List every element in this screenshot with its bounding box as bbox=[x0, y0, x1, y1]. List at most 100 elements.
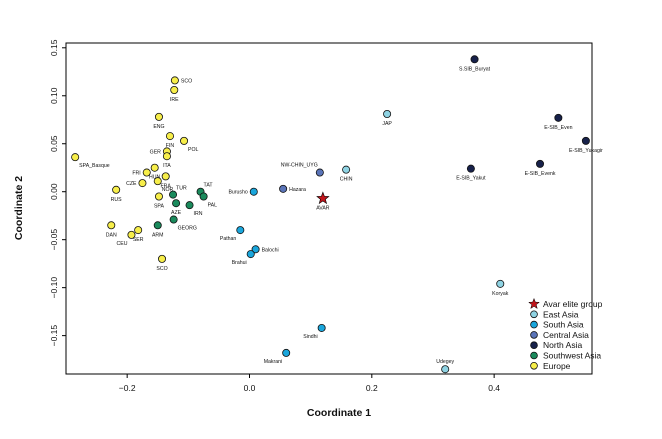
point-label-ire: IRE bbox=[170, 97, 179, 103]
point-spa-basque bbox=[71, 153, 80, 162]
point-e-sib-even bbox=[554, 113, 563, 122]
point-label-pol: POL bbox=[188, 147, 198, 153]
y-tick-label: −0.15 bbox=[49, 325, 59, 347]
plot-frame bbox=[65, 42, 593, 375]
point-label-fin: FIN bbox=[166, 143, 175, 149]
point-sindhi bbox=[317, 323, 326, 332]
point-label-irn: IRN bbox=[194, 211, 203, 217]
legend-label-avar: Avar elite group bbox=[543, 299, 603, 309]
point-pathan bbox=[236, 226, 245, 235]
point-label-e-sib-yukagir: E-SIB_Yukagir bbox=[569, 148, 603, 154]
point-label-fra: FRA bbox=[161, 183, 172, 189]
point-jap bbox=[383, 109, 392, 118]
point-hazara bbox=[279, 184, 288, 193]
point-koryak bbox=[496, 279, 505, 288]
point-georg bbox=[169, 215, 178, 224]
legend-marker-europe bbox=[530, 361, 538, 370]
point-e-sib-yukagir bbox=[581, 136, 590, 145]
y-tick-label: −0.10 bbox=[49, 277, 59, 299]
legend-label-central_asia: Central Asia bbox=[543, 330, 589, 340]
legend-marker-central_asia bbox=[530, 331, 538, 339]
point-spa bbox=[154, 192, 163, 201]
point-label-georg: GEORG bbox=[178, 226, 197, 232]
point-label-avar: AVAR bbox=[316, 205, 330, 211]
point-sco bbox=[158, 254, 167, 263]
point-label-tur: TUR bbox=[176, 186, 187, 192]
point-label-dan: DAN bbox=[106, 232, 117, 238]
point-label-ger: GER bbox=[150, 149, 161, 155]
point-ita bbox=[162, 152, 171, 161]
point-balochi bbox=[251, 245, 260, 254]
point-label-sco: SCO bbox=[181, 78, 192, 84]
point-label-koryak: Koryak bbox=[492, 291, 509, 297]
point-label-pathan: Pathan bbox=[220, 236, 237, 242]
point-label-makrani: Makrani bbox=[264, 359, 282, 365]
legend-label-southwest_asia: Southwest Asia bbox=[543, 351, 601, 361]
y-tick-label: 0.15 bbox=[49, 39, 59, 56]
point-label-sindhi: Sindhi bbox=[303, 334, 317, 340]
point-tur bbox=[169, 190, 178, 199]
point-label-chin: CHIN bbox=[340, 177, 353, 183]
x-tick-label: 0.4 bbox=[488, 383, 500, 393]
point-label-s-sib-buryat: S.SIB_Buryat bbox=[459, 66, 491, 72]
x-axis-title: Coordinate 1 bbox=[307, 407, 371, 419]
point-label-pal: PAL bbox=[208, 203, 218, 209]
point-aze bbox=[172, 199, 181, 208]
x-tick-label: −0.2 bbox=[119, 383, 136, 393]
legend-label-south_asia: South Asia bbox=[543, 320, 584, 330]
point-udegey bbox=[441, 365, 450, 374]
point-burusho bbox=[249, 187, 258, 196]
point-label-spa-basque: SPA_Basque bbox=[79, 163, 110, 169]
point-label-sco: SCO bbox=[156, 266, 167, 272]
y-axis-ticks: 0.15 0.10 0.05 0.00 −0.05 −0.10 −0.15 bbox=[49, 39, 66, 346]
legend-label-east_asia: East Asia bbox=[543, 309, 579, 319]
x-tick-label: 0.0 bbox=[244, 383, 256, 393]
point-e-sib-evenk bbox=[536, 159, 545, 168]
point-e-sib-yakut bbox=[466, 164, 475, 173]
point-ire bbox=[170, 86, 179, 95]
point-dan bbox=[107, 221, 116, 230]
point-fin bbox=[165, 132, 174, 141]
point-label-arm: ARM bbox=[152, 232, 164, 238]
x-axis-ticks: −0.2 0.0 0.2 0.4 bbox=[119, 374, 500, 393]
legend-marker-avar bbox=[528, 297, 540, 310]
point-label-fri: FRI bbox=[132, 171, 140, 177]
point-rus bbox=[112, 185, 121, 194]
point-label-nw-chin-uyg: NW-CHIN_UYG bbox=[281, 163, 318, 169]
point-label-spa: SPA bbox=[154, 204, 165, 210]
legend-label-north_asia: North Asia bbox=[543, 340, 582, 350]
point-cze bbox=[138, 179, 147, 188]
point-label-tat: TAT bbox=[204, 183, 214, 189]
y-tick-label: −0.05 bbox=[49, 229, 59, 251]
point-nor bbox=[153, 177, 162, 186]
point-arm bbox=[153, 221, 162, 230]
x-tick-label: 0.2 bbox=[366, 383, 378, 393]
point-label-e-sib-yakut: E-SIB_Yakut bbox=[456, 176, 486, 182]
point-avar bbox=[316, 191, 330, 205]
point-label-nor: NOR bbox=[162, 187, 174, 193]
point-label-udegey: Udegey bbox=[436, 359, 454, 365]
point-label-jap: JAP bbox=[382, 121, 392, 127]
point-s-sib-buryat bbox=[470, 55, 479, 64]
point-brahui bbox=[246, 250, 255, 259]
point-makrani bbox=[282, 348, 291, 357]
point-fra bbox=[161, 172, 170, 181]
y-tick-label: 0.10 bbox=[49, 87, 59, 104]
point-label-ser: SER bbox=[133, 237, 144, 243]
point-label-ita: ITA bbox=[163, 163, 171, 169]
legend-marker-southwest_asia bbox=[530, 351, 538, 360]
point-pol bbox=[180, 136, 189, 145]
point-label-hun: HUN bbox=[149, 175, 160, 181]
point-label-eng: ENG bbox=[153, 124, 164, 130]
point-label-e-sib-even: E-SIB_Even bbox=[544, 125, 572, 131]
y-axis-title: Coordinate 2 bbox=[13, 176, 25, 240]
point-label-cze: CZE bbox=[126, 181, 137, 187]
point-label-hazara: Hazara bbox=[289, 187, 306, 193]
point-pal bbox=[199, 192, 208, 201]
data-points: AVAR JAP CHIN Koryak Udegey Burusho Pathan Balo… bbox=[71, 55, 603, 374]
point-label-aze: AZE bbox=[171, 210, 182, 216]
legend-marker-north_asia bbox=[530, 341, 538, 350]
point-ceu bbox=[127, 230, 136, 239]
